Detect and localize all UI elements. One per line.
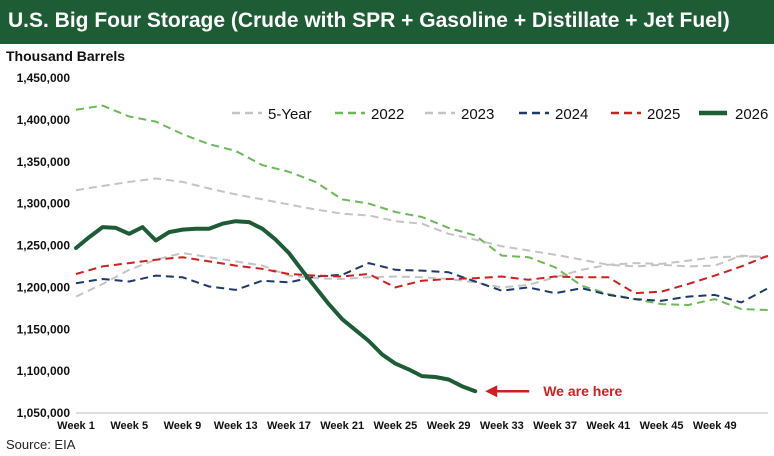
y-tick-label: 1,400,000 [17,113,71,127]
x-tick-label: Week 5 [110,420,148,432]
x-tick-label: Week 13 [214,420,258,432]
series-line-5-year [75,252,769,298]
title-bar: U.S. Big Four Storage (Crude with SPR + … [0,0,774,44]
x-tick-label: Week 21 [320,420,364,432]
y-axis-label: Thousand Barrels [6,48,126,64]
x-tick-label: Week 45 [640,420,684,432]
y-tick-label: 1,300,000 [17,197,71,211]
y-tick-label: 1,250,000 [17,239,71,253]
series-line-2026 [74,219,478,394]
legend-label: 2025 [647,106,680,123]
y-tick-label: 1,100,000 [17,364,71,378]
x-tick-label: Week 33 [480,420,524,432]
series-line-2025 [75,254,769,295]
x-tick-label: Week 9 [164,420,202,432]
series-line-2024 [75,262,769,304]
x-tick-label: Week 25 [373,420,417,432]
series-line-2022 [75,104,769,311]
y-tick-label: 1,450,000 [17,71,71,85]
y-tick-label: 1,050,000 [17,406,71,420]
legend-label: 2023 [461,106,494,123]
x-tick-label: Week 41 [586,420,630,432]
y-tick-label: 1,200,000 [17,280,71,294]
annotation-arrow-head [485,385,498,398]
x-tick-label: Week 49 [693,420,737,432]
x-tick-label: Week 37 [533,420,577,432]
legend-label: 2026 [735,106,768,123]
source-note: Source: EIA [6,437,76,452]
legend-label: 5-Year [268,106,312,123]
legend-label: 2022 [371,106,404,123]
x-tick-label: Week 1 [57,420,95,432]
y-tick-label: 1,150,000 [17,322,71,336]
y-tick-label: 1,350,000 [17,155,71,169]
chart-title: U.S. Big Four Storage (Crude with SPR + … [8,9,730,32]
series-line-2023 [75,177,769,268]
x-tick-label: Week 29 [427,420,471,432]
annotation-label: We are here [543,383,622,399]
legend-label: 2024 [555,106,588,123]
x-tick-label: Week 17 [267,420,311,432]
